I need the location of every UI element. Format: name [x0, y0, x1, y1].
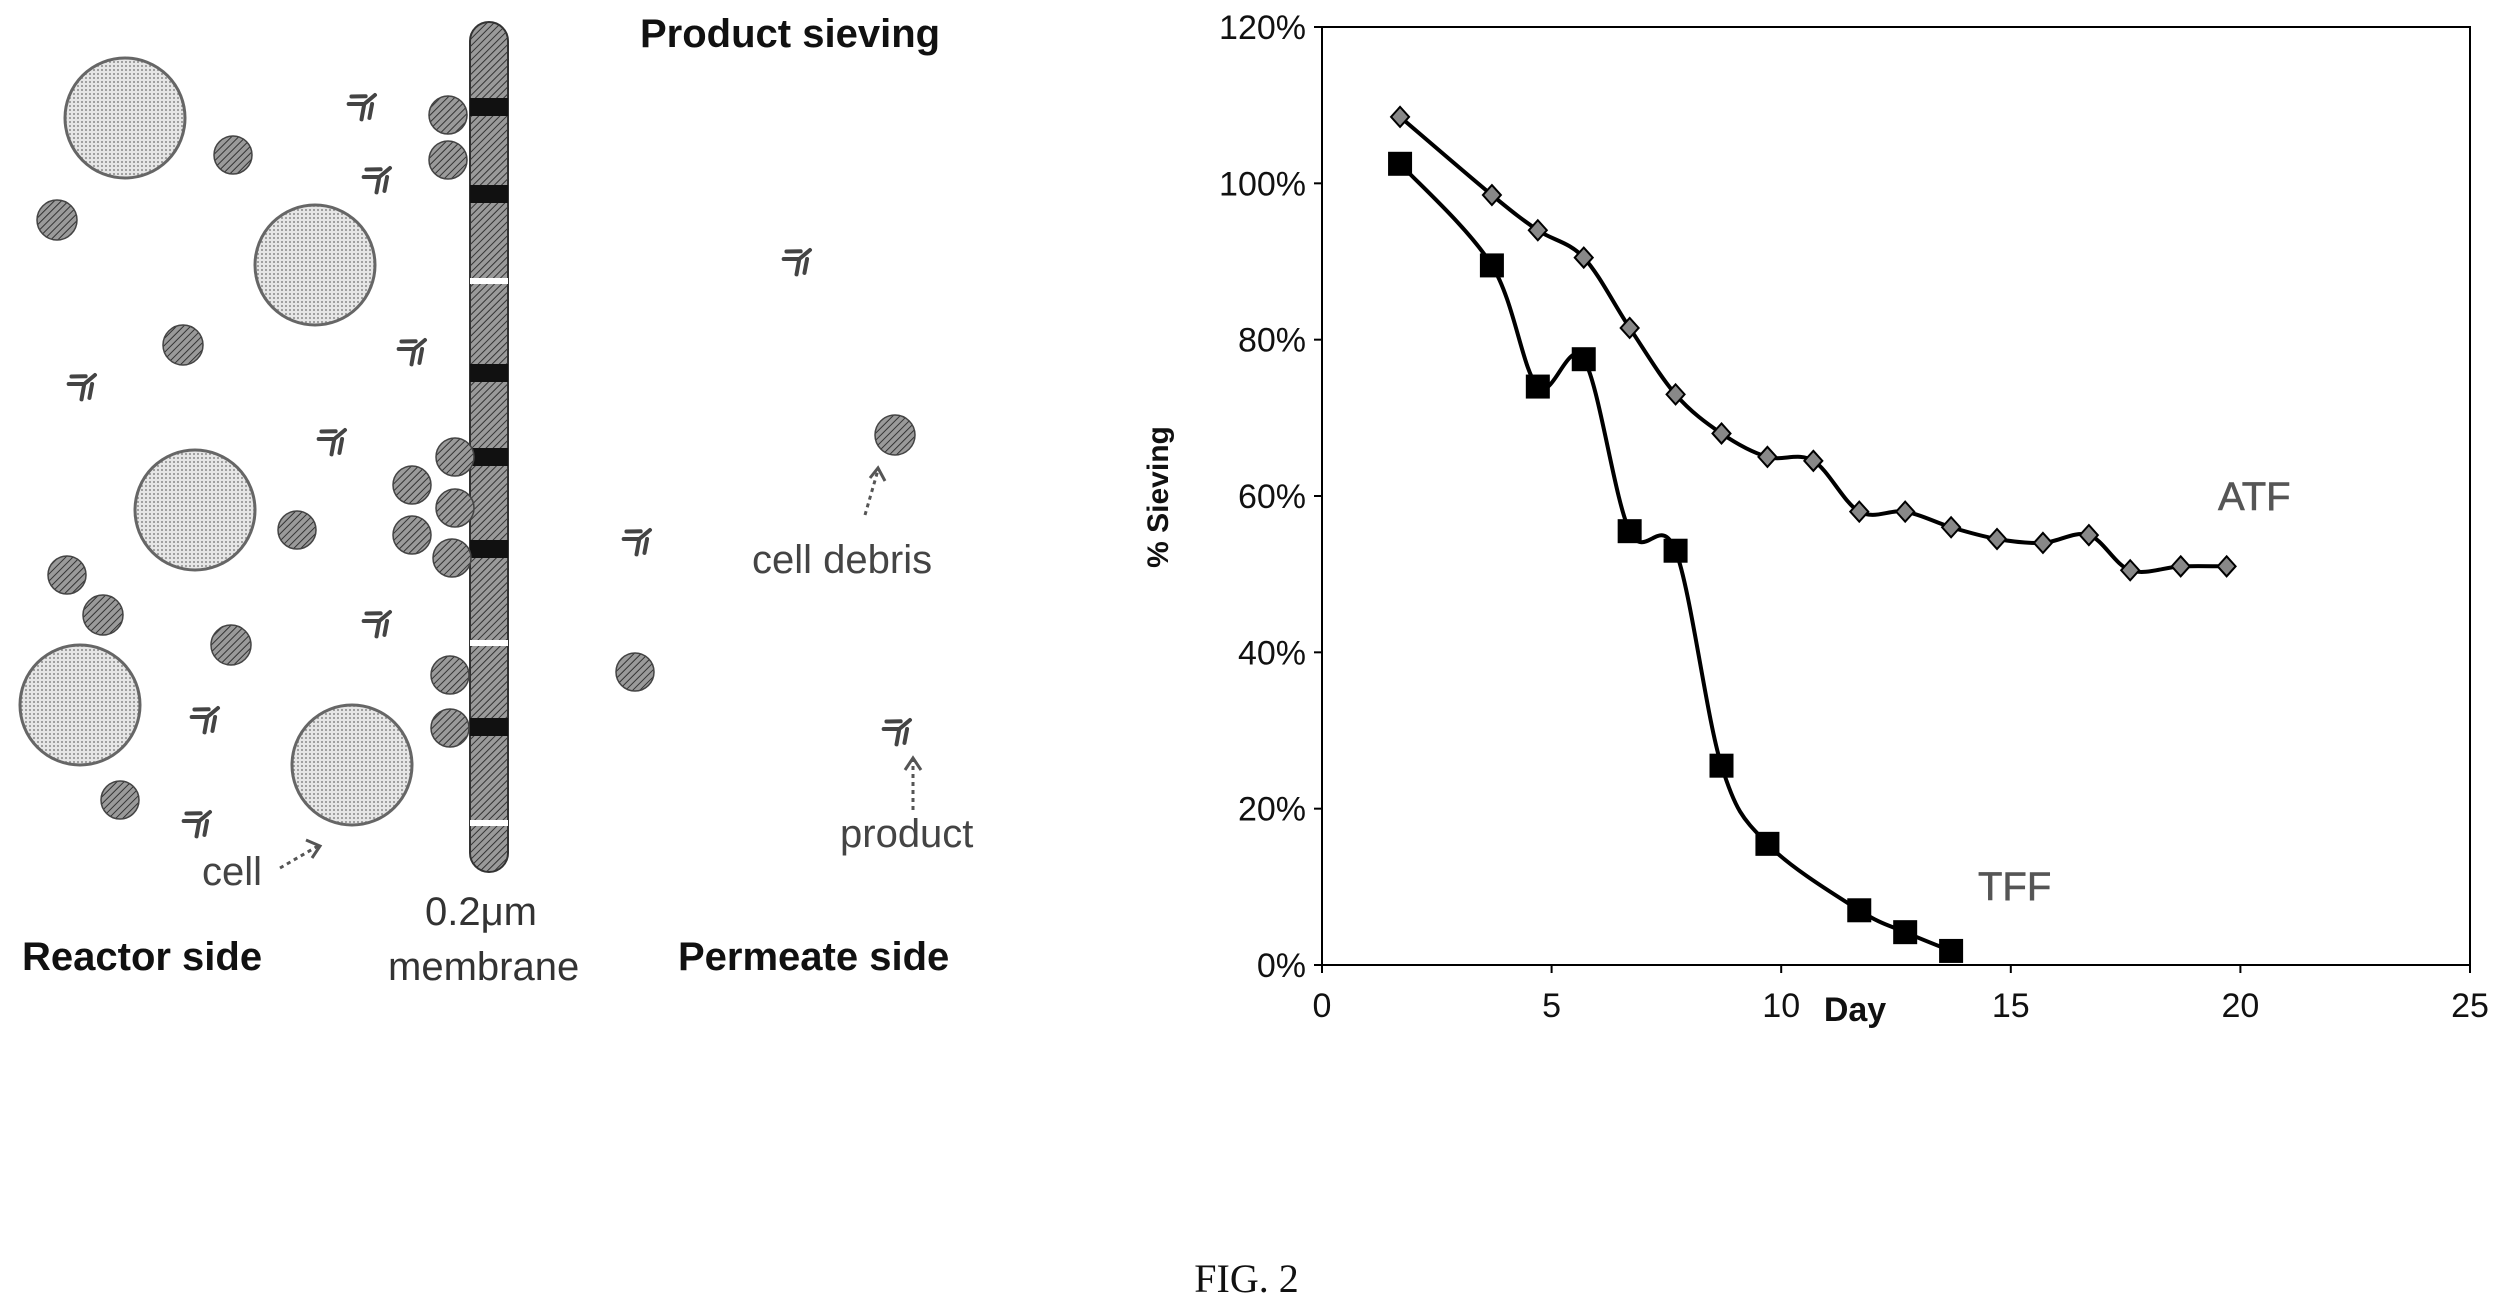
series-line-atf [1398, 115, 2227, 574]
data-point-atf [1848, 500, 1870, 524]
sieving-diagram [18, 21, 923, 873]
diagram-title: Product sieving [640, 12, 941, 56]
x-tick-label: 20 [2221, 987, 2259, 1025]
x-tick-label: 15 [1992, 987, 2030, 1025]
cells [18, 56, 414, 827]
y-tick-label: 20% [1238, 791, 1306, 829]
reactor-side-label: Reactor side [22, 935, 263, 979]
data-point-atf [1802, 449, 1824, 473]
data-point-tff [1617, 519, 1642, 544]
data-point-atf [1573, 246, 1595, 270]
data-point-atf [2032, 531, 2054, 555]
cell [133, 448, 257, 572]
membrane [469, 21, 509, 873]
y-tick-label: 0% [1257, 947, 1306, 985]
cell [63, 56, 187, 180]
data-point-atf [2119, 558, 2141, 582]
y-tick-label: 100% [1219, 165, 1306, 203]
annotation-arrows [279, 465, 923, 870]
product-label: product [840, 812, 974, 856]
x-tick-label: 25 [2451, 987, 2489, 1025]
data-point-atf [1527, 218, 1549, 242]
data-point-tff [1893, 920, 1918, 945]
cell-debris-particles [36, 95, 916, 820]
data-point-tff [1709, 753, 1734, 778]
series-label-tff: TFF [1978, 865, 2051, 909]
data-point-tff [1847, 898, 1872, 923]
data-point-atf [1665, 382, 1686, 406]
permeate-side-label: Permeate side [678, 935, 950, 979]
data-point-atf [1389, 105, 1411, 129]
membrane-label: membrane [388, 945, 580, 989]
data-point-tff [1525, 374, 1550, 399]
data-point-atf [1757, 445, 1778, 469]
data-point-tff [1755, 831, 1780, 856]
data-point-atf [2216, 554, 2237, 578]
data-point-atf [1940, 515, 1962, 539]
data-point-atf [2078, 523, 2100, 547]
data-point-atf [1986, 527, 2008, 551]
data-point-tff [1388, 151, 1413, 176]
data-point-atf [1481, 183, 1503, 207]
data-point-tff [1571, 347, 1596, 372]
data-point-tff [1479, 253, 1504, 278]
figure-caption: FIG. 2 [1194, 1256, 1299, 1301]
cell-debris-label: cell debris [752, 538, 933, 582]
x-tick-label: 5 [1542, 987, 1561, 1025]
y-tick-label: 80% [1238, 322, 1306, 360]
cell [290, 703, 414, 827]
x-axis-label: Day [1824, 991, 1886, 1029]
data-point-atf [1894, 500, 1916, 524]
x-tick-label: 0 [1313, 987, 1332, 1025]
cell [253, 203, 377, 327]
data-point-tff [1663, 538, 1688, 563]
plot-frame [1321, 26, 2471, 966]
cell [18, 643, 142, 767]
data-point-tff [1939, 938, 1964, 963]
data-point-atf [1619, 316, 1641, 340]
data-point-atf [2170, 554, 2192, 578]
data-point-atf [1711, 421, 1732, 445]
y-tick-label: 120% [1219, 9, 1306, 47]
membrane-size-label: 0.2μm [425, 890, 537, 934]
y-tick-label: 60% [1238, 478, 1306, 516]
x-tick-label: 10 [1762, 987, 1800, 1025]
y-tick-label: 40% [1238, 634, 1306, 672]
cell-label: cell [202, 850, 263, 894]
y-axis-label: % Sieving [1142, 426, 1175, 568]
series-label-atf: ATF [2218, 475, 2291, 519]
